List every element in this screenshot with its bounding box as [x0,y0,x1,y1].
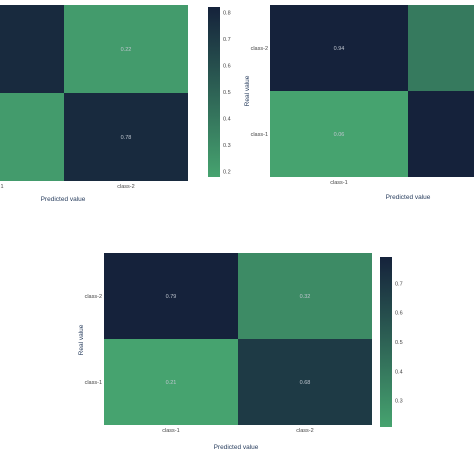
heatmap-cell [0,5,64,93]
heatmap-3: 0.79 0.32 0.21 0.68 class-1 class-2 class-2 cla… [78,253,403,451]
heatmap-cell [270,5,408,91]
heatmap-1: 0.22 0.78 1 class-2 Predicted value 0.8 0.7 0.6… [0,5,231,203]
cell-value-label: 0.22 [121,47,132,53]
x-tick-label: class-2 [117,184,134,190]
x-tick-label: class-1 [330,180,347,186]
heatmap-cell [64,93,188,181]
heatmap-cell [0,93,64,181]
colorbar-tick-label: 0.4 [223,117,231,123]
y-tick-label: class-1 [251,132,268,138]
heatmap-cell [104,253,238,339]
y-axis-title: Real value [244,75,251,106]
heatmap-cell [270,91,408,177]
x-tick-label: class-1 [162,428,179,434]
heatmap-2: 0.940.06class-1cclass-2class-1Predicted … [244,5,474,201]
colorbar-tick-label: 0.7 [223,37,231,43]
heatmap-cell [238,253,372,339]
colorbar-tick-label: 0.8 [223,10,231,16]
heatmap-cell [104,339,238,425]
y-tick-label: class-1 [85,380,102,386]
cell-value-label: 0.21 [166,380,177,386]
colorbar-tick-label: 0.5 [395,340,403,346]
colorbar-tick-label: 0.7 [395,281,403,287]
colorbar-tick-label: 0.5 [223,90,231,96]
x-tick-label: class-2 [296,428,313,434]
heatmap-cell [64,5,188,93]
cell-value-label: 0.32 [300,294,311,300]
heatmap-cell [408,5,474,91]
cell-value-label: 0.79 [166,294,177,300]
y-tick-label: class-2 [85,294,102,300]
cell-value-label: 0.06 [334,132,345,138]
colorbar-tick-label: 0.3 [223,143,231,149]
x-axis-title: Predicted value [41,196,86,203]
cell-value-label: 0.94 [334,46,345,52]
x-tick-label: 1 [0,184,3,190]
y-axis-title: Real value [78,324,85,355]
colorbar-tick-label: 0.4 [395,369,403,375]
x-axis-title: Predicted value [386,194,431,201]
cell-value-label: 0.78 [121,135,132,141]
colorbar-tick-label: 0.2 [223,170,231,176]
colorbar-tick-label: 0.6 [395,311,403,317]
x-axis-title: Predicted value [214,444,259,451]
heatmap-cell [238,339,372,425]
cell-value-label: 0.68 [300,380,311,386]
colorbar-tick-label: 0.3 [395,399,403,405]
colorbar [380,257,392,427]
heatmap-cell [408,91,474,177]
y-tick-label: class-2 [251,46,268,52]
colorbar-tick-label: 0.6 [223,63,231,69]
colorbar [208,7,220,177]
